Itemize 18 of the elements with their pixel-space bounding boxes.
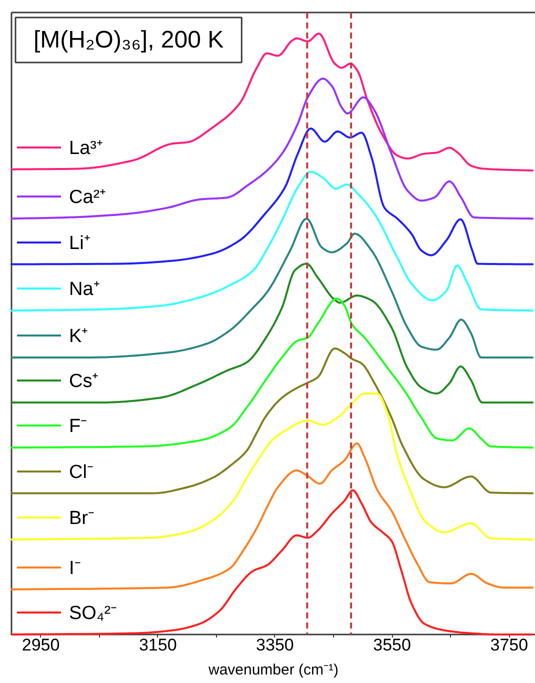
legend-label: SO₄²⁻ [69, 602, 117, 625]
x-tick-label: 3150 [138, 636, 177, 654]
legend-label: Li⁺ [69, 232, 90, 255]
x-tick-label: 3750 [490, 636, 528, 654]
legend-label: Br⁻ [69, 507, 94, 530]
chart-title: [M(H₂O)₃₆], 200 K [34, 26, 224, 54]
legend-label: Ca²⁺ [69, 186, 106, 210]
x-axis-title: wavenumber (cm⁻¹) [207, 662, 339, 678]
legend-label: F⁻ [69, 415, 88, 438]
legend-label: Cs⁺ [69, 370, 98, 394]
legend-label: Cl⁻ [69, 460, 93, 484]
x-tick-label: 3350 [256, 636, 294, 654]
legend-label: La³⁺ [69, 136, 102, 160]
legend-label: I⁻ [69, 556, 82, 580]
legend-label: Na⁺ [69, 278, 100, 302]
legend-label: K⁺ [69, 324, 89, 348]
x-tick-label: 2950 [22, 636, 60, 654]
x-tick-label: 3550 [373, 636, 411, 654]
